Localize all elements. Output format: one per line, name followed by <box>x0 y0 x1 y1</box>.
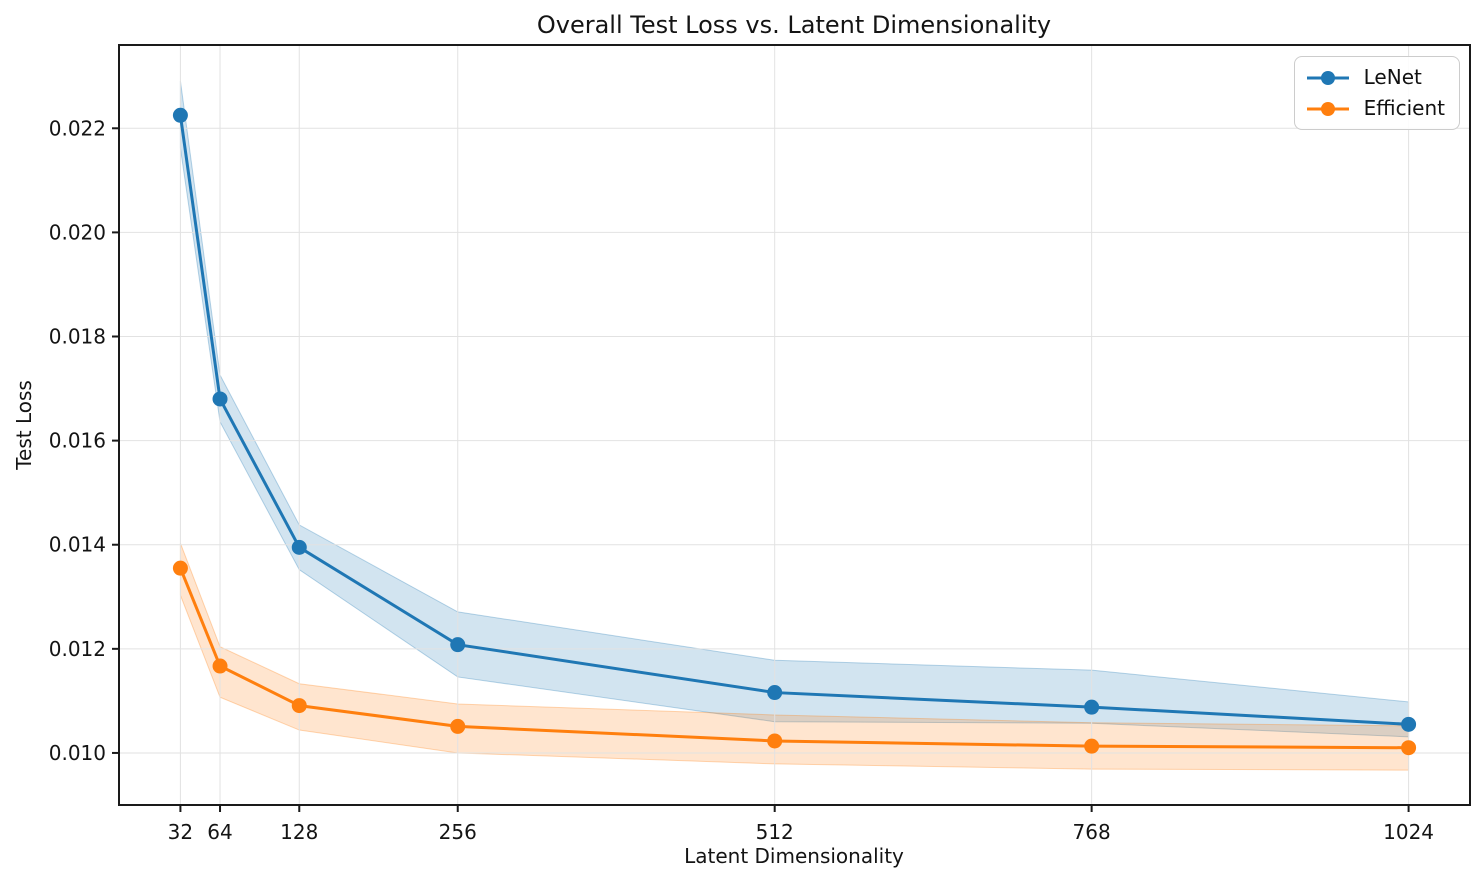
y-tick-label-0.010: 0.010 <box>49 741 106 765</box>
data-point-efficient-512 <box>767 733 783 749</box>
legend-item-efficient: Efficient <box>1305 95 1445 122</box>
series-lenet <box>172 107 1417 732</box>
series-efficient <box>172 560 1417 756</box>
x-tick-label-256: 256 <box>439 820 477 844</box>
series-line-lenet <box>178 115 1409 726</box>
x-tick-label-1024: 1024 <box>1383 820 1434 844</box>
y-tick-label-0.022: 0.022 <box>49 116 106 140</box>
x-tick-label-128: 128 <box>280 820 318 844</box>
legend-item-lenet: LeNet <box>1305 64 1445 91</box>
x-tick-label-64: 64 <box>207 820 232 844</box>
y-tick-label-0.012: 0.012 <box>49 637 106 661</box>
x-tick-label-512: 512 <box>756 820 794 844</box>
legend: LeNet Efficient <box>1293 56 1460 130</box>
y-tick-label-0.020: 0.020 <box>49 220 106 244</box>
legend-dot-lenet <box>1320 70 1335 85</box>
data-point-efficient-64 <box>212 658 228 674</box>
plot-frame <box>118 44 1471 806</box>
y-tick-label-0.018: 0.018 <box>49 325 106 349</box>
x-tick-label-32: 32 <box>168 820 193 844</box>
legend-dot-efficient <box>1320 101 1335 116</box>
data-point-lenet-64 <box>212 391 228 407</box>
data-point-lenet-128 <box>291 539 307 555</box>
y-tick-label-0.016: 0.016 <box>49 429 106 453</box>
data-point-efficient-256 <box>450 718 466 734</box>
data-point-lenet-768 <box>1084 699 1100 715</box>
data-point-efficient-1024 <box>1401 740 1417 756</box>
y-axis-label: Test Loss <box>12 380 36 471</box>
data-point-lenet-1024 <box>1401 716 1417 732</box>
x-axis-label: Latent Dimensionality <box>684 844 904 868</box>
chart-title: Overall Test Loss vs. Latent Dimensional… <box>537 11 1051 39</box>
gridlines <box>119 45 1470 805</box>
confidence-band-lenet <box>179 80 1410 738</box>
data-point-lenet-256 <box>450 637 466 653</box>
legend-marker-efficient <box>1306 101 1349 116</box>
legend-label-efficient: Efficient <box>1363 96 1445 120</box>
axis-ticks: 32 64 128 256 512 768 1024 0.010 0.012 0.014 0.016… <box>49 116 1434 844</box>
data-point-efficient-128 <box>291 698 307 714</box>
data-point-efficient-32 <box>172 560 188 576</box>
data-point-lenet-512 <box>767 685 783 701</box>
confidence-bands <box>179 80 1410 771</box>
x-tick-label-768: 768 <box>1073 820 1111 844</box>
y-tick-label-0.014: 0.014 <box>49 533 106 557</box>
data-point-efficient-768 <box>1084 738 1100 754</box>
data-point-lenet-32 <box>172 107 188 123</box>
legend-label-lenet: LeNet <box>1363 65 1422 89</box>
legend-marker-lenet <box>1306 70 1349 85</box>
